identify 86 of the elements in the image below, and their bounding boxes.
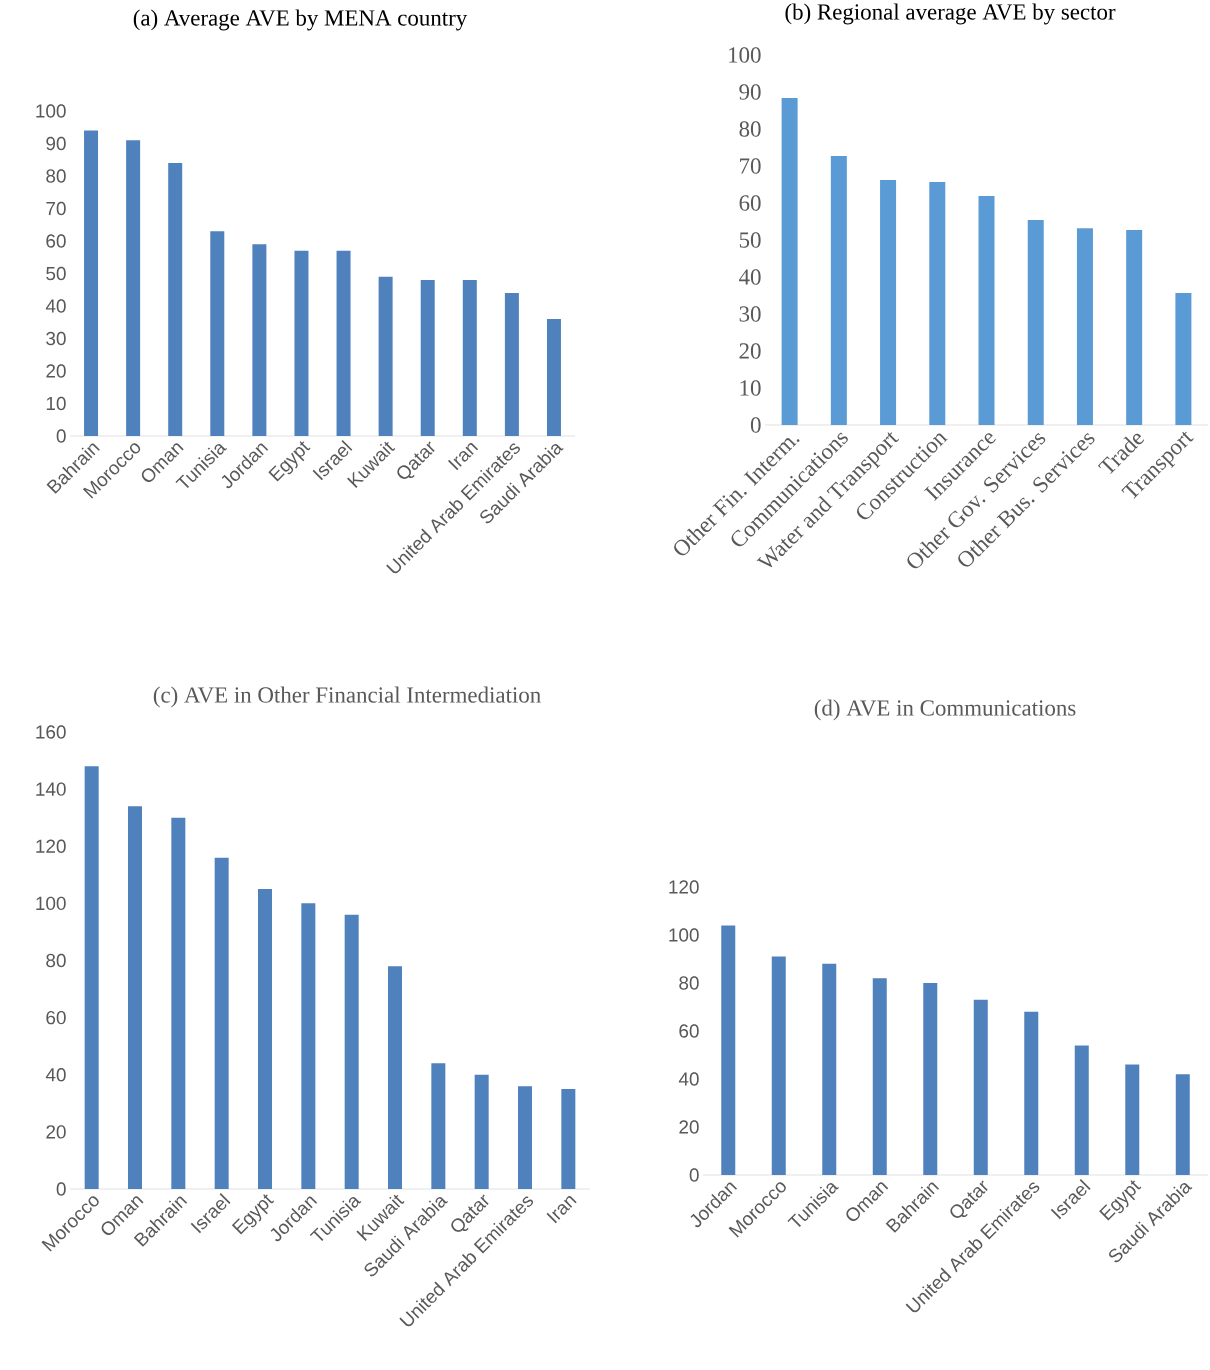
bar (388, 966, 402, 1189)
chart-title: (c) AVE in Other Financial Intermediation (153, 686, 541, 708)
y-tick-label: 140 (36, 782, 66, 796)
bar (923, 983, 938, 1175)
y-tick-label: 70 (46, 201, 66, 216)
bar (378, 276, 393, 436)
y-tick-label: 100 (729, 47, 761, 63)
bar (561, 1089, 576, 1189)
bar (344, 914, 359, 1189)
y-tick-label: 80 (679, 976, 699, 990)
bar (721, 925, 736, 1175)
y-tick-label: 40 (678, 1072, 699, 1086)
bar (546, 318, 561, 436)
bar (171, 817, 186, 1189)
y-tick-label: 50 (739, 232, 761, 248)
y-tick-label: 20 (679, 1120, 699, 1134)
bar (84, 130, 99, 436)
y-tick-label: 0 (56, 429, 66, 443)
bar (1175, 1074, 1190, 1175)
y-tick-label: 90 (46, 136, 66, 151)
y-tick-label: 20 (46, 1125, 66, 1139)
bar (258, 889, 272, 1189)
y-tick-label: 120 (36, 839, 66, 853)
bar (420, 279, 435, 436)
y-tick-label: 100 (36, 896, 66, 911)
bar (1126, 230, 1143, 425)
y-tick-label: 40 (45, 299, 66, 313)
bar (1027, 220, 1044, 425)
bar (168, 162, 183, 436)
y-tick-label: 100 (36, 104, 66, 118)
chart-title: (b) Regional average AVE by sector (785, 3, 1116, 25)
y-tick-label: 50 (46, 266, 66, 281)
bar (214, 857, 229, 1189)
y-tick-label: 60 (679, 1024, 699, 1038)
y-tick-label: 60 (46, 234, 66, 248)
bar (126, 140, 141, 436)
x-tick-label: Iran (546, 1196, 577, 1224)
y-tick-label: 40 (45, 1068, 66, 1082)
bar (252, 244, 267, 436)
y-tick-label: 90 (739, 84, 761, 100)
bar (462, 279, 477, 436)
bar (781, 97, 798, 425)
y-tick-label: 160 (36, 725, 66, 739)
bar (518, 1086, 533, 1189)
bar (872, 978, 887, 1175)
y-tick-label: 80 (739, 121, 761, 137)
bar (929, 181, 946, 425)
y-tick-label: 80 (46, 953, 66, 968)
bar (84, 766, 99, 1189)
y-tick-label: 30 (46, 331, 66, 346)
bar (880, 180, 897, 425)
y-tick-label: 30 (739, 306, 761, 322)
bar (1125, 1064, 1140, 1175)
y-tick-label: 0 (750, 417, 761, 433)
bar (431, 1063, 446, 1189)
bar (822, 963, 837, 1175)
y-tick-label: 60 (46, 1010, 66, 1025)
bar (1024, 1011, 1039, 1175)
y-tick-label: 20 (739, 343, 761, 359)
bar (294, 250, 309, 436)
bar (336, 250, 351, 436)
bar (830, 156, 847, 425)
y-tick-label: 0 (689, 1168, 699, 1182)
y-tick-label: 100 (669, 928, 699, 942)
bar (1076, 228, 1093, 425)
y-tick-label: 10 (46, 396, 66, 411)
chart-title: (a) Average AVE by MENA country (133, 9, 468, 31)
bar (771, 956, 786, 1175)
bar (978, 195, 995, 425)
bar (504, 292, 519, 436)
y-tick-label: 70 (740, 158, 761, 174)
bar (210, 231, 225, 436)
chart-title: (d) AVE in Communications (814, 699, 1076, 721)
y-tick-label: 10 (740, 380, 761, 396)
bar (1175, 292, 1192, 425)
y-tick-label: 0 (56, 1182, 66, 1196)
bar (973, 999, 988, 1175)
bar (1074, 1045, 1089, 1175)
y-tick-label: 20 (46, 364, 66, 378)
bar (128, 806, 142, 1189)
bar (474, 1074, 489, 1189)
bar (301, 903, 316, 1189)
y-tick-label: 40 (739, 269, 761, 285)
y-tick-label: 60 (739, 195, 761, 211)
y-tick-label: 120 (669, 880, 699, 894)
y-tick-label: 80 (46, 169, 66, 183)
